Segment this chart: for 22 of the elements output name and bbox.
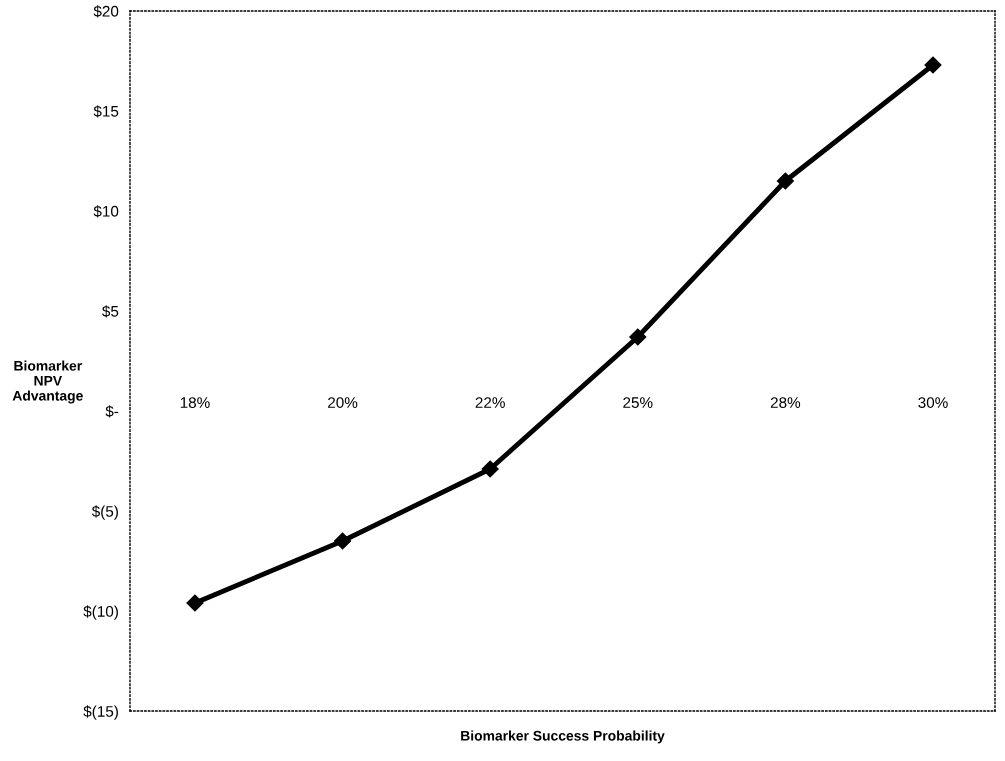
y-tick-label: $10 (93, 205, 119, 218)
y-tick-label: $(5) (91, 505, 118, 520)
x-tick-label: 18% (180, 397, 210, 408)
x-tick-label: 30% (918, 397, 948, 408)
x-axis-title: Biomarker Success Probability (461, 730, 665, 744)
point (186, 594, 204, 612)
y-tick-label: $20 (93, 5, 119, 18)
y-axis-title: Biomarker NPV Advantage (12, 360, 83, 404)
point (481, 460, 499, 478)
point (334, 532, 352, 550)
point (629, 328, 647, 346)
x-tick-label: 28% (770, 397, 801, 408)
x-tick-label: 20% (328, 397, 358, 408)
y-tick-label: $15 (93, 105, 119, 118)
x-tick-label: 25% (623, 397, 653, 408)
x-tick-label: 22% (475, 397, 505, 408)
y-tick-label: $(10) (83, 605, 118, 620)
y-tick-label: $5 (102, 305, 119, 318)
y-tick-label: $(15) (83, 705, 118, 720)
y-tick-label: $- (105, 405, 119, 418)
point (776, 172, 794, 190)
point (924, 56, 942, 74)
